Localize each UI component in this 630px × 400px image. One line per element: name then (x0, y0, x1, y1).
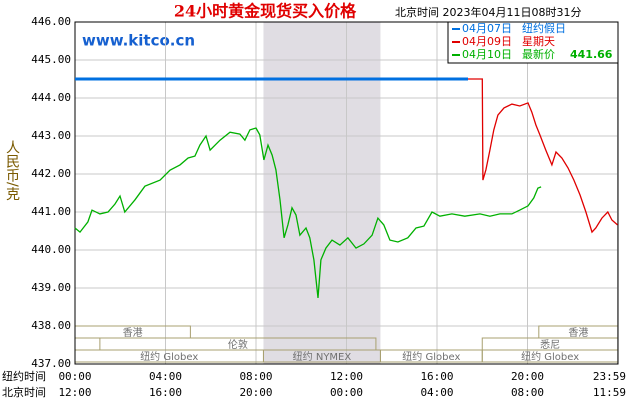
x2-tick-label: 12:00 (58, 386, 91, 399)
y-tick-label: 440.00 (31, 243, 71, 256)
x-tick-label: 20:00 (511, 370, 544, 383)
y-tick-label: 442.00 (31, 167, 71, 180)
series-line (468, 78, 618, 234)
legend-box (447, 21, 619, 64)
x-tick-label: 00:00 (58, 370, 91, 383)
session-label: 纽约 Globex (402, 350, 460, 363)
chart-title: 24小时黄金现货买入价格 (174, 2, 357, 21)
x-tick-label: 12:00 (330, 370, 363, 383)
y-tick-label: 443.00 (31, 129, 71, 142)
legend-label: 04月09日 (462, 35, 512, 48)
y-tick-label: 446.00 (31, 15, 71, 28)
y-tick-label: 445.00 (31, 53, 71, 66)
session-label: 悉尼 (540, 339, 560, 351)
watermark: www.kitco.cn (82, 32, 195, 50)
session-label: 纽约 Globex (521, 350, 579, 363)
x2-tick-label: 16:00 (149, 386, 182, 399)
legend-label: 04月10日 (462, 48, 512, 61)
legend-note: 星期天 (522, 35, 555, 48)
x2-tick-label: 04:00 (420, 386, 453, 399)
legend-note: 纽约假日 (522, 21, 566, 35)
session-label: 纽约 Globex (140, 350, 198, 363)
x2-tick-label: 11:59 (593, 386, 626, 399)
y-tick-label: 444.00 (31, 91, 71, 104)
y-tick-label: 437.00 (31, 357, 71, 370)
x-tick-label: 23:59 (593, 370, 626, 383)
plot-border (74, 21, 619, 365)
legend-latest: 441.66 (570, 48, 613, 61)
x2-tick-label: 08:00 (511, 386, 544, 399)
x2-tick-label: 00:00 (330, 386, 363, 399)
legend-note: 最新价 (522, 47, 555, 61)
legend-label: 04月07日 (462, 22, 512, 35)
highlight-band (263, 22, 381, 364)
session-label: 香港 (123, 327, 143, 339)
y-tick-label: 441.00 (31, 205, 71, 218)
y-tick-label: 438.00 (31, 319, 71, 332)
x-tick-label: 08:00 (239, 370, 272, 383)
x2-axis-label: 北京时间 (2, 385, 46, 399)
y-axis-label: 人民币/克 (4, 140, 20, 202)
x-axis-label: 纽约时间 (2, 369, 46, 383)
session-label: 伦敦 (228, 338, 248, 351)
x-tick-label: 04:00 (149, 370, 182, 383)
chart-subtitle: 北京时间 2023年04月11日08时31分 (395, 5, 581, 19)
session-label: 纽约 NYMEX (293, 350, 352, 363)
x-tick-label: 16:00 (420, 370, 453, 383)
y-tick-label: 439.00 (31, 281, 71, 294)
x2-tick-label: 20:00 (239, 386, 272, 399)
session-label: 香港 (568, 327, 588, 339)
series-line (74, 127, 542, 298)
